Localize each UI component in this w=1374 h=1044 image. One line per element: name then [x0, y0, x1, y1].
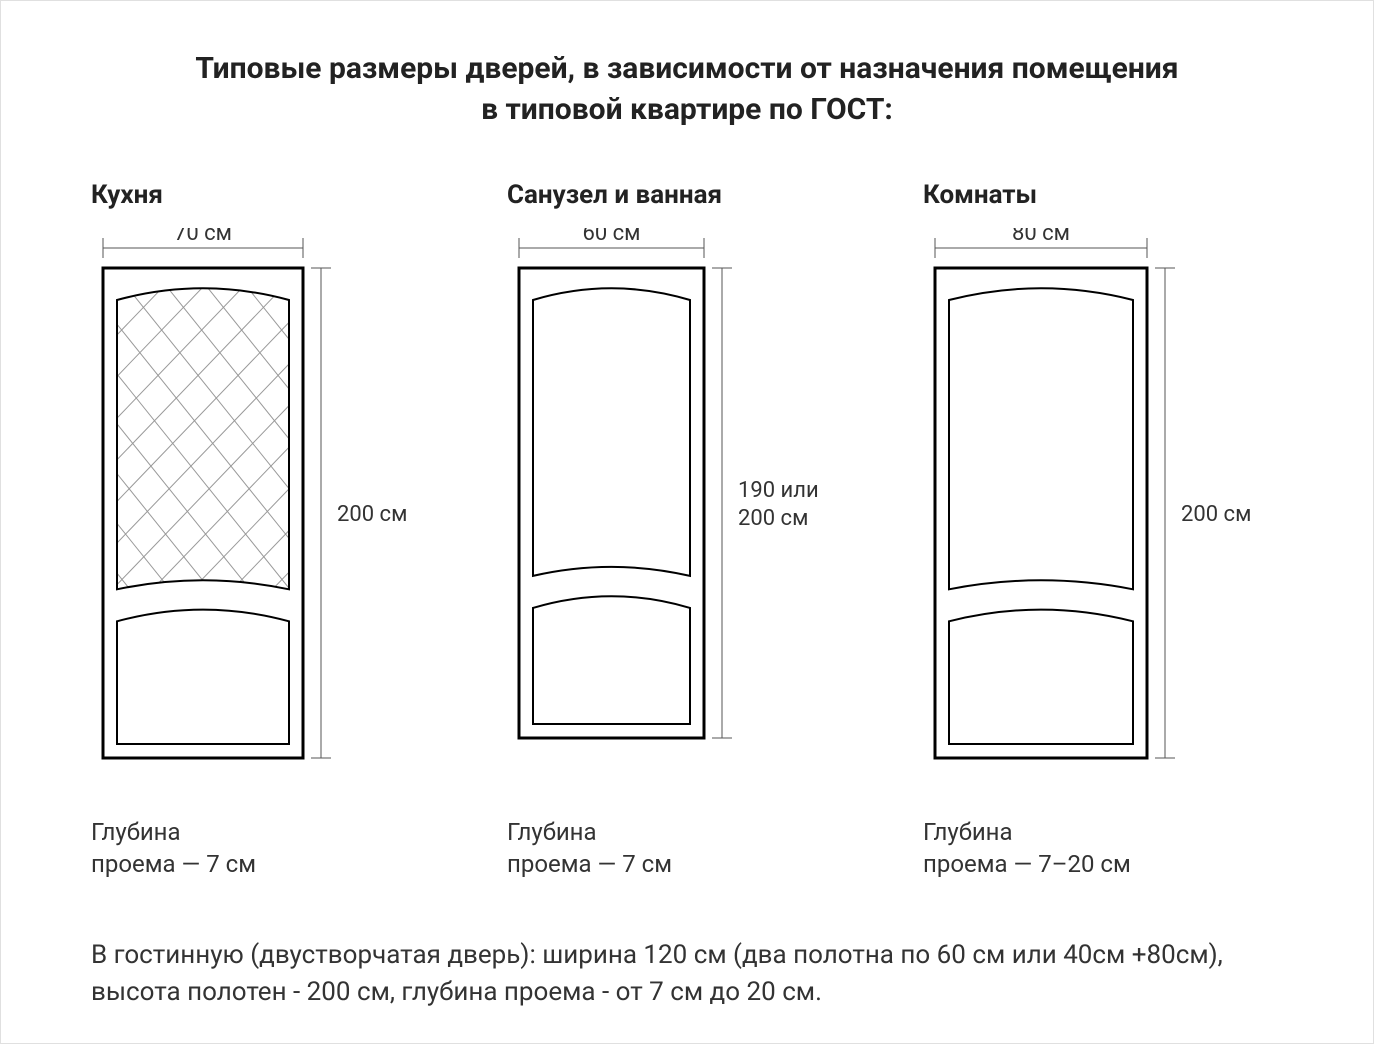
door-figure: 60 см 190 или 200 см [507, 228, 867, 788]
door-height-label: 190 или [738, 478, 819, 503]
door-width-label: 70 см [174, 228, 232, 246]
door-depth-line: Глубина [507, 816, 867, 848]
door-height-label: 200 см [337, 502, 407, 527]
door-figure: 70 см 200 см [91, 228, 451, 788]
door-room-label: Кухня [91, 180, 451, 210]
doors-row: Кухня70 см200 смГлубинапроема — 7 смСану… [91, 180, 1283, 881]
door-depth-line: проема — 7–20 см [923, 848, 1283, 880]
door-width-label: 60 см [582, 228, 640, 246]
door-height-label: 200 см [738, 506, 808, 531]
door-room-label: Санузел и ванная [507, 180, 867, 210]
door-depth-label: Глубинапроема — 7–20 см [923, 816, 1283, 881]
door-room-label: Комнаты [923, 180, 1283, 210]
door-depth-label: Глубинапроема — 7 см [91, 816, 451, 881]
door-depth-label: Глубинапроема — 7 см [507, 816, 867, 881]
door-figure: 80 см 200 см [923, 228, 1283, 788]
door-column: Санузел и ванная 60 см 190 или 200 см Глубин… [507, 180, 867, 881]
door-height-label: 200 см [1181, 502, 1251, 527]
door-depth-line: проема — 7 см [507, 848, 867, 880]
page-title: Типовые размеры дверей, в зависимости от… [187, 49, 1187, 130]
door-depth-line: Глубина [91, 816, 451, 848]
door-depth-line: Глубина [923, 816, 1283, 848]
door-depth-line: проема — 7 см [91, 848, 451, 880]
door-column: Комнаты 80 см 200 см Глубинапроема — 7–20 с… [923, 180, 1283, 881]
infographic-page: Типовые размеры дверей, в зависимости от… [0, 0, 1374, 1044]
door-width-label: 80 см [1012, 228, 1070, 246]
footer-note: В гостинную (двустворчатая дверь): ширин… [91, 937, 1251, 1012]
door-column: Кухня 70 см 200 см Глубинапроема — 7 см [91, 180, 451, 881]
